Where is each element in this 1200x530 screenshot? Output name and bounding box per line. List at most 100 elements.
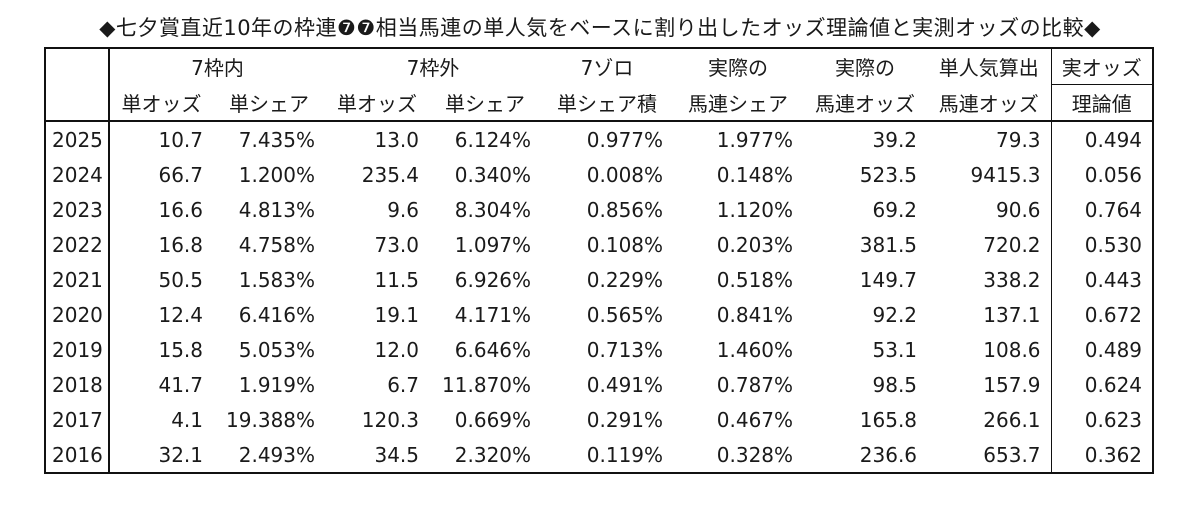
value-cell: 523.5: [859, 162, 918, 187]
value-cell: 1.200%: [238, 162, 316, 187]
year-cell: 2019: [45, 332, 110, 367]
header-row-columns: 単オッズ 単シェア 単オッズ 単シェア 単シェア積 馬連シェア 馬連オッズ 馬連…: [45, 84, 1154, 122]
table-row: 2017 4.1 19.388% 120.3 0.669% 0.291% 0.467% 165…: [45, 402, 1154, 437]
value-cell: 0.669%: [454, 407, 532, 432]
value-cell: 0.764: [1050, 192, 1154, 227]
value-cell: 1.919%: [238, 372, 316, 397]
header-actual-2: 実際の: [835, 56, 896, 81]
value-cell: 0.494: [1050, 121, 1154, 157]
header-col-7: 馬連オッズ: [803, 84, 928, 122]
value-cell: 0.443: [1050, 262, 1154, 297]
value-cell: 4.171%: [454, 302, 532, 327]
value-cell: 13.0: [374, 127, 420, 152]
header-col-5: 単シェア積: [541, 84, 674, 122]
value-cell: 4.1: [171, 407, 203, 432]
value-cell: 157.9: [983, 372, 1041, 397]
header-corner: [45, 48, 110, 85]
value-cell: 9415.3: [970, 162, 1041, 187]
value-cell: 0.672: [1050, 297, 1154, 332]
value-cell: 0.056: [1050, 157, 1154, 192]
value-cell: 53.1: [872, 337, 918, 362]
value-cell: 0.491%: [586, 372, 664, 397]
header-corner-2: [45, 84, 110, 122]
year-cell: 2021: [45, 262, 110, 297]
header-col-2: 単シェア: [213, 84, 326, 122]
value-cell: 50.5: [158, 267, 203, 292]
value-cell: 0.489: [1050, 332, 1154, 367]
table-row: 2020 12.4 6.416% 19.1 4.171% 0.565% 0.841% 92.2…: [45, 297, 1154, 332]
value-cell: 0.148%: [716, 162, 794, 187]
value-cell: 2.493%: [238, 442, 316, 467]
value-cell: 15.8: [158, 337, 203, 362]
value-cell: 149.7: [859, 267, 918, 292]
year-cell: 2016: [45, 437, 110, 473]
value-cell: 19.388%: [226, 407, 316, 432]
value-cell: 653.7: [983, 442, 1041, 467]
header-group-7waku-out: 7枠外: [406, 56, 460, 81]
value-cell: 1.460%: [716, 337, 794, 362]
value-cell: 79.3: [996, 127, 1041, 152]
value-cell: 0.623: [1050, 402, 1154, 437]
value-cell: 10.7: [158, 127, 203, 152]
header-col-8: 馬連オッズ: [927, 84, 1052, 122]
value-cell: 108.6: [983, 337, 1041, 362]
value-cell: 0.340%: [454, 162, 532, 187]
table-title: ◆七夕賞直近10年の枠連❼❼相当馬連の単人気をベースに割り出したオッズ理論値と実…: [99, 16, 1101, 40]
value-cell: 34.5: [374, 442, 420, 467]
value-cell: 165.8: [859, 407, 918, 432]
value-cell: 19.1: [374, 302, 420, 327]
value-cell: 98.5: [872, 372, 918, 397]
header-col-4: 単シェア: [429, 84, 542, 122]
year-cell: 2022: [45, 227, 110, 262]
value-cell: 73.0: [374, 232, 420, 257]
table-body: 2025 10.7 7.435% 13.0 6.124% 0.977% 1.977% 39.2…: [45, 121, 1154, 473]
value-cell: 92.2: [872, 302, 918, 327]
value-cell: 0.467%: [716, 407, 794, 432]
value-cell: 0.518%: [716, 267, 794, 292]
value-cell: 1.583%: [238, 267, 316, 292]
year-cell: 2025: [45, 121, 110, 157]
value-cell: 0.362: [1050, 437, 1154, 473]
year-cell: 2017: [45, 402, 110, 437]
table-row: 2021 50.5 1.583% 11.5 6.926% 0.229% 0.518% 149.…: [45, 262, 1154, 297]
value-cell: 0.787%: [716, 372, 794, 397]
value-cell: 1.120%: [716, 197, 794, 222]
value-cell: 0.530: [1050, 227, 1154, 262]
value-cell: 0.229%: [586, 267, 664, 292]
value-cell: 381.5: [859, 232, 918, 257]
value-cell: 66.7: [158, 162, 203, 187]
value-cell: 235.4: [361, 162, 420, 187]
value-cell: 6.124%: [454, 127, 532, 152]
value-cell: 32.1: [158, 442, 203, 467]
value-cell: 4.813%: [238, 197, 316, 222]
header-calc: 単人気算出: [938, 56, 1039, 81]
year-cell: 2018: [45, 367, 110, 402]
value-cell: 0.856%: [586, 197, 664, 222]
header-row-groups: 7枠内 7枠外 7ゾロ 実際の 実際の 単人気算出 実オッズ: [45, 48, 1154, 85]
value-cell: 0.565%: [586, 302, 664, 327]
header-col-3: 単オッズ: [325, 84, 430, 122]
value-cell: 69.2: [872, 197, 918, 222]
table-row: 2019 15.8 5.053% 12.0 6.646% 0.713% 1.460% 53.1…: [45, 332, 1154, 367]
value-cell: 0.119%: [586, 442, 664, 467]
header-col-1: 単オッズ: [109, 84, 213, 122]
value-cell: 16.6: [158, 197, 203, 222]
value-cell: 8.304%: [454, 197, 532, 222]
odds-comparison-table: 7枠内 7枠外 7ゾロ 実際の 実際の 単人気算出 実オッズ 単オッズ 単シェア…: [44, 47, 1155, 474]
value-cell: 0.203%: [716, 232, 794, 257]
value-cell: 0.328%: [716, 442, 794, 467]
value-cell: 12.0: [374, 337, 420, 362]
year-cell: 2024: [45, 157, 110, 192]
value-cell: 236.6: [859, 442, 918, 467]
value-cell: 0.977%: [586, 127, 664, 152]
value-cell: 0.624: [1050, 367, 1154, 402]
value-cell: 11.5: [374, 267, 420, 292]
value-cell: 0.108%: [586, 232, 664, 257]
table-row: 2023 16.6 4.813% 9.6 8.304% 0.856% 1.120% 69.2 9…: [45, 192, 1154, 227]
value-cell: 1.977%: [716, 127, 794, 152]
header-group-7zoro: 7ゾロ: [580, 56, 634, 81]
value-cell: 6.926%: [454, 267, 532, 292]
value-cell: 6.7: [387, 372, 420, 397]
value-cell: 6.646%: [454, 337, 532, 362]
header-group-7waku-in: 7枠内: [191, 56, 244, 81]
